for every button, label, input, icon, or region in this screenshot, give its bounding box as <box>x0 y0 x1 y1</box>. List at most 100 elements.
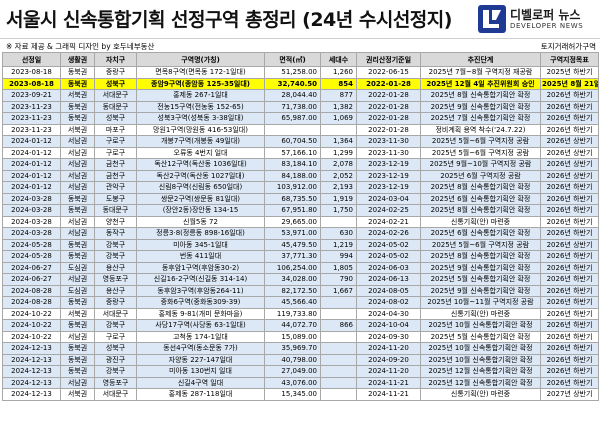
cell-date: 2023-09-21 <box>2 89 61 102</box>
cell-name: 개봉7구역(개봉동 49일대) <box>136 135 265 148</box>
table-row: 2024-03-28 동북권 동대문구 (장안2동)장안동 134-15 67,951.… <box>2 204 599 217</box>
cell-date: 2023-11-23 <box>2 123 61 136</box>
cell-name: 홍제동 267-1일대 <box>136 89 265 102</box>
cell-name: 신길4구역 일대 <box>136 376 265 389</box>
cell-area: 45,566.40 <box>264 296 321 309</box>
cell-gu: 동작구 <box>94 227 137 240</box>
cell-zone: 동북권 <box>60 77 95 90</box>
table-row: 2024-06-27 서남권 영등포구 신길16-2구역(신길동 314-14) 34,… <box>2 273 599 286</box>
cell-stage: 2025년 6월 구역지정 공람 <box>420 169 541 182</box>
cell-gu: 강북구 <box>94 250 137 263</box>
cell-target: 2026년 하반기 <box>540 353 599 366</box>
cell-name: (장안2동)장안동 134-15 <box>136 204 265 217</box>
cell-date: 2024-03-28 <box>2 192 61 205</box>
cell-zone: 서남권 <box>60 181 95 194</box>
cell-date: 2024-01-12 <box>2 181 61 194</box>
cell-stage: 2025년 8월 신속통합기획안 확정 <box>420 250 541 263</box>
cell-stage: 2025년 7월~8월 구역지정 재공람 <box>420 66 541 79</box>
cell-stage: 2025년 12월 신속통합기획안 확정 <box>420 376 541 389</box>
table-row: 2023-11-23 서북권 마포구 망원1구역(망원동 416-53일대) 2022-… <box>2 123 599 136</box>
cell-gu: 중랑구 <box>94 66 137 79</box>
cell-zone: 동북권 <box>60 112 95 125</box>
subheader-line: ※ 자료 제공 & 그래픽 디자인 by 호두네부동산 토지거래허가구역 <box>0 39 600 52</box>
cell-name: 오류동 4번지 일대 <box>136 146 265 159</box>
cell-zone: 서북권 <box>60 89 95 102</box>
cell-name: 신길16-2구역(신길동 314-14) <box>136 273 265 286</box>
table-row: 2024-12-13 서북권 서대문구 홍제동 287-118일대 15,345.00 2… <box>2 388 599 401</box>
cell-target: 2026년 하반기 <box>540 227 599 240</box>
cell-name: 미아동 345-1일대 <box>136 238 265 251</box>
cell-zone: 동북권 <box>60 66 95 79</box>
table-row: 2023-11-23 동북권 성북구 성북3구역(성북동 3-38일대) 65,987.… <box>2 112 599 125</box>
cell-area: 40,798.00 <box>264 353 321 366</box>
cell-rights: 2024-10-04 <box>356 319 421 332</box>
cell-target: 2026년 하반기 <box>540 296 599 309</box>
cell-area: 67,951.80 <box>264 204 321 217</box>
table-row: 2024-10-22 서북권 서대문구 홍제동 9-81(개미 문화마을) 119,73… <box>2 307 599 320</box>
table-row: 2024-08-28 동북권 중랑구 중화6구역(중화동309-39) 45,566.4… <box>2 296 599 309</box>
cell-target: 2026년 하반기 <box>540 342 599 355</box>
table-row: 2024-01-12 서남권 관악구 신림8구역(신림동 650일대) 103,912.… <box>2 181 599 194</box>
cell-area: 68,735.50 <box>264 192 321 205</box>
cell-gu: 강북구 <box>94 319 137 332</box>
cell-rights: 2022-01-28 <box>356 89 421 102</box>
table-row: 2024-10-22 서남권 구로구 고척동 174-1일대 15,089.00 2024… <box>2 330 599 343</box>
cell-name: 쌍문2구역(쌍문동 81일대) <box>136 192 265 205</box>
cell-stage: 2025년 12월 4일 추진위원회 승인 <box>420 77 541 90</box>
cell-rights: 2022-01-28 <box>356 123 421 136</box>
cell-units: 1,299 <box>320 146 357 159</box>
cell-date: 2024-12-13 <box>2 365 61 378</box>
cell-date: 2024-08-28 <box>2 296 61 309</box>
cell-units: 866 <box>320 319 357 332</box>
table-row: 2024-05-28 동북권 강북구 번동 411일대 37,771.30 994 2024… <box>2 250 599 263</box>
cell-area: 29,665.00 <box>264 215 321 228</box>
cell-area: 119,733.80 <box>264 307 321 320</box>
col-header-rights-date: 권리산정기준일 <box>356 52 421 67</box>
cell-units <box>320 353 357 366</box>
cell-rights: 2024-02-26 <box>356 227 421 240</box>
table-row: 2024-12-13 서남권 영등포구 신길4구역 일대 43,076.00 2024-1… <box>2 376 599 389</box>
cell-name: 독산2구역(독산동 1027일대) <box>136 169 265 182</box>
cell-rights: 2024-02-21 <box>356 215 421 228</box>
cell-name: 종암9구역(종암동 125-35일대) <box>136 77 265 90</box>
table-row: 2024-03-28 서남권 양천구 신월5동 72 29,665.00 2024-02-… <box>2 215 599 228</box>
cell-name: 동후암3구역(후암동264-11) <box>136 284 265 297</box>
cell-zone: 서북권 <box>60 307 95 320</box>
cell-area: 82,172.50 <box>264 284 321 297</box>
cell-stage: 2025년 10월 신속통합기획안 확정 <box>420 353 541 366</box>
table-row: 2024-03-28 서남권 동작구 정릉3·8(정릉동 898-16일대) 53,97… <box>2 227 599 240</box>
cell-units <box>320 296 357 309</box>
cell-zone: 동북권 <box>60 100 95 113</box>
cell-rights: 2023-11-30 <box>356 135 421 148</box>
cell-name: 독산12구역(독산동 1036일대) <box>136 158 265 171</box>
cell-zone: 서남권 <box>60 330 95 343</box>
cell-name: 홍제동 9-81(개미 문화마을) <box>136 307 265 320</box>
cell-zone: 도심권 <box>60 284 95 297</box>
cell-name: 신림8구역(신림동 650일대) <box>136 181 265 194</box>
cell-name: 미아동 130번지 일대 <box>136 365 265 378</box>
cell-stage: 2025년 9월 신속통합기획안 확정 <box>420 100 541 113</box>
cell-rights: 2023-11-30 <box>356 146 421 159</box>
cell-rights: 2024-09-30 <box>356 330 421 343</box>
cell-units: 2,052 <box>320 169 357 182</box>
cell-stage: 2025년 5월~6월 구역지정 공람 <box>420 146 541 159</box>
cell-zone: 서남권 <box>60 215 95 228</box>
cell-stage: 2025년 8월 신속통합기획안 확정 <box>420 181 541 194</box>
cell-target: 2026년 하반기 <box>540 215 599 228</box>
cell-area: 71,738.00 <box>264 100 321 113</box>
cell-stage: 2025년 10월 신속통합기획안 확정 <box>420 319 541 332</box>
cell-stage: 2025년 8월 신속통합기획안 확정 <box>420 89 541 102</box>
cell-rights: 2022-01-28 <box>356 77 421 90</box>
col-header-units: 세대수 <box>320 52 357 67</box>
cell-rights: 2023-12-19 <box>356 158 421 171</box>
cell-date: 2024-01-12 <box>2 169 61 182</box>
cell-area: 45,479.50 <box>264 238 321 251</box>
cell-gu: 서대문구 <box>94 89 137 102</box>
cell-rights: 2024-03-04 <box>356 192 421 205</box>
cell-zone: 동북권 <box>60 365 95 378</box>
cell-target: 2026년 하반기 <box>540 123 599 136</box>
cell-zone: 서남권 <box>60 273 95 286</box>
cell-target: 2026년 하반기 <box>540 100 599 113</box>
table-row: 2023-08-18 동북권 중랑구 면목8구역(면목동 172-1일대) 51,258… <box>2 66 599 79</box>
cell-gu: 구로구 <box>94 330 137 343</box>
